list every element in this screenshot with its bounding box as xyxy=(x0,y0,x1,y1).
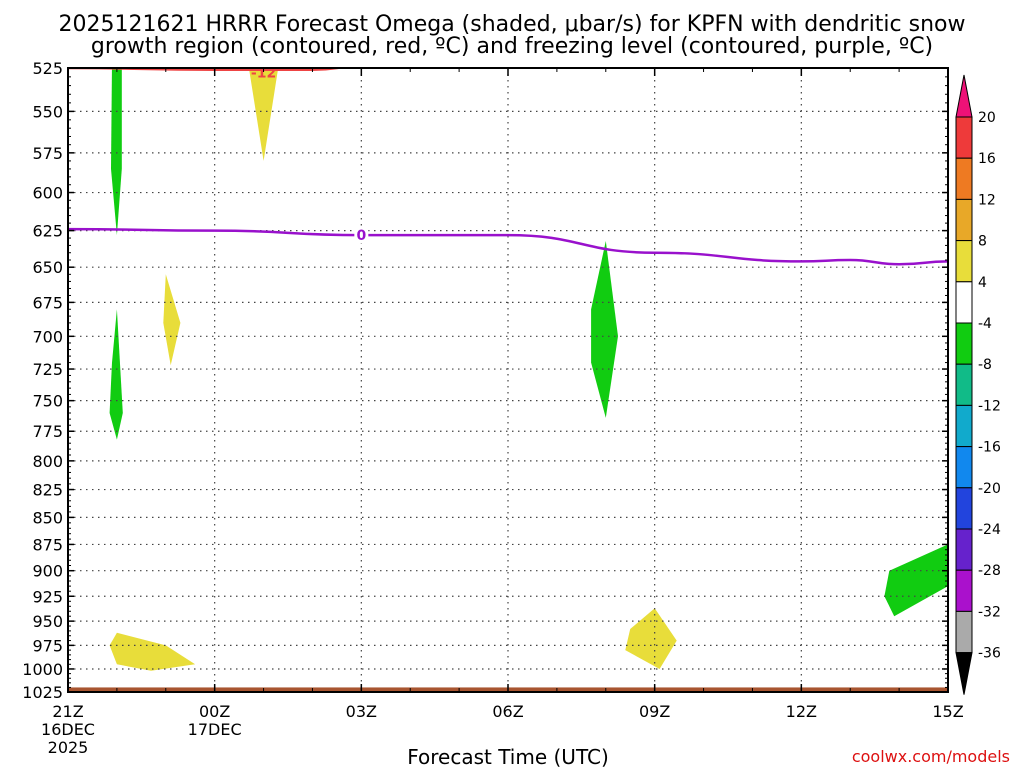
colorbar-label: -4 xyxy=(978,316,992,332)
colorbar-label: 20 xyxy=(978,110,996,126)
colorbar-label: -28 xyxy=(978,563,1001,579)
omega-colorbar: 20 16 12 8 4 -4 -8 -12 -16 -20 -24 -28 -32 -36 xyxy=(955,74,1001,695)
y-axis-pressure: 525 550 575 600 625 650 675 700 725 750 775 800 825 8… xyxy=(22,59,948,702)
y-tick-label: 650 xyxy=(32,258,63,277)
colorbar-band xyxy=(955,116,973,159)
colorbar-band xyxy=(955,322,973,365)
omega-region-2 xyxy=(591,241,618,418)
colorbar-band xyxy=(955,198,973,242)
x-tick-label: 03Z xyxy=(346,702,377,721)
colorbar-label: -32 xyxy=(978,604,1001,620)
y-tick-label: 750 xyxy=(32,392,63,411)
colorbar-band xyxy=(955,363,973,406)
colorbar-band xyxy=(955,569,973,612)
y-tick-label: 725 xyxy=(32,360,63,379)
colorbar-label: 8 xyxy=(978,234,987,250)
y-tick-label: 700 xyxy=(32,327,63,346)
y-tick-label: 825 xyxy=(32,481,63,500)
y-tick-label: 550 xyxy=(32,102,63,121)
x-tick-label: 21Z xyxy=(52,702,83,721)
freezing-level-label: 0 xyxy=(356,228,366,244)
colorbar-top-arrow xyxy=(955,74,973,118)
contour-lines: 0 -12 xyxy=(68,65,948,266)
colorbar-band xyxy=(955,157,973,200)
x-tick-date-label: 16DEC xyxy=(41,720,95,739)
x-tick-year-label: 2025 xyxy=(48,738,89,757)
omega-region-3 xyxy=(884,544,948,617)
omega-region-4 xyxy=(248,68,279,161)
x-tick-date-label: 17DEC xyxy=(188,720,242,739)
colorbar-band xyxy=(955,446,973,489)
chart-title-line-2: growth region (contoured, red, ºC) and f… xyxy=(91,34,933,59)
colorbar-label: 4 xyxy=(978,275,987,291)
colorbar-band xyxy=(955,404,973,448)
y-tick-label: 950 xyxy=(32,612,63,631)
x-tick-label: 06Z xyxy=(492,702,523,721)
colorbar-label: -24 xyxy=(978,522,1001,538)
omega-region-0 xyxy=(111,68,122,236)
x-tick-label: 00Z xyxy=(199,702,230,721)
omega-region-5 xyxy=(163,274,181,366)
y-tick-label: 775 xyxy=(32,422,63,441)
y-tick-label: 925 xyxy=(32,587,63,606)
omega-region-6 xyxy=(109,632,196,671)
y-tick-label: 525 xyxy=(32,59,63,78)
omega-shading xyxy=(109,68,948,671)
colorbar-label: -12 xyxy=(978,398,1001,414)
y-tick-label: 625 xyxy=(32,222,63,241)
colorbar-label: 12 xyxy=(978,192,996,208)
y-tick-label: 800 xyxy=(32,452,63,471)
colorbar-band xyxy=(955,240,973,283)
x-axis-title: Forecast Time (UTC) xyxy=(407,745,609,768)
y-tick-label: 850 xyxy=(32,508,63,527)
colorbar-band xyxy=(955,487,973,530)
colorbar-bottom-arrow xyxy=(955,652,973,695)
y-tick-label: 575 xyxy=(32,144,63,163)
x-tick-label: 12Z xyxy=(786,702,817,721)
contour-label-bg xyxy=(354,227,369,244)
y-tick-label: 675 xyxy=(32,293,63,312)
colorbar-label: -8 xyxy=(978,357,992,373)
colorbar-label: -20 xyxy=(978,481,1001,497)
y-tick-label: 600 xyxy=(32,184,63,203)
colorbar-label: 16 xyxy=(978,151,996,167)
chart-title-line-1: 2025121621 HRRR Forecast Omega (shaded, … xyxy=(59,12,966,37)
grid-lines xyxy=(68,67,948,693)
y-tick-label: 1025 xyxy=(22,683,63,702)
y-tick-label: 900 xyxy=(32,562,63,581)
y-tick-label: 975 xyxy=(32,636,63,655)
y-tick-label: 875 xyxy=(32,535,63,554)
omega-region-1 xyxy=(109,309,123,440)
colorbar-label: -16 xyxy=(978,440,1001,456)
colorbar-band xyxy=(955,281,973,324)
x-tick-label: 09Z xyxy=(639,702,670,721)
x-tick-label: 15Z xyxy=(932,702,963,721)
contour-line-0 xyxy=(68,227,948,266)
y-tick-label: 1000 xyxy=(22,660,63,679)
credit-link[interactable]: coolwx.com/models xyxy=(852,747,1010,766)
colorbar-label: -36 xyxy=(978,646,1001,662)
colorbar-band xyxy=(955,610,973,654)
dendritic-label: -12 xyxy=(251,65,276,81)
omega-region-7 xyxy=(625,608,677,669)
colorbar-band xyxy=(955,528,973,571)
